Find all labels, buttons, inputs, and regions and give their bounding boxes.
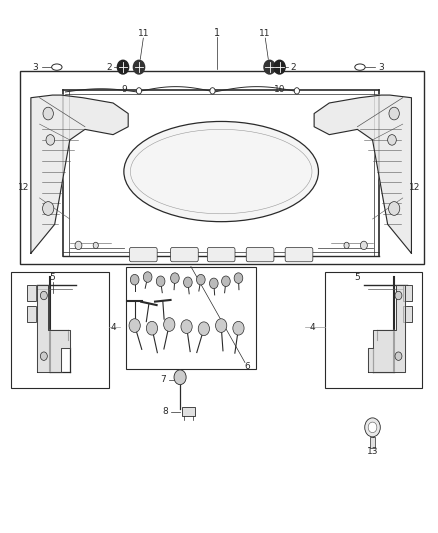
Text: 4: 4 <box>309 322 315 332</box>
Circle shape <box>174 370 186 385</box>
Circle shape <box>294 88 300 94</box>
Bar <box>370 437 375 448</box>
Text: 6: 6 <box>244 362 250 371</box>
Polygon shape <box>314 95 411 253</box>
Circle shape <box>395 292 402 300</box>
Text: 3: 3 <box>32 62 38 71</box>
Circle shape <box>222 276 230 287</box>
Circle shape <box>197 274 205 285</box>
Circle shape <box>274 60 285 74</box>
Circle shape <box>388 135 396 145</box>
Polygon shape <box>37 285 70 372</box>
Circle shape <box>146 321 158 335</box>
Text: 11: 11 <box>259 29 270 38</box>
Text: 5: 5 <box>49 272 55 281</box>
Circle shape <box>389 107 399 120</box>
FancyBboxPatch shape <box>170 247 198 262</box>
FancyBboxPatch shape <box>130 247 157 262</box>
Text: 2: 2 <box>290 62 296 71</box>
Bar <box>27 285 36 301</box>
Bar <box>11 272 109 388</box>
Bar <box>403 285 412 301</box>
Text: 2: 2 <box>106 62 112 71</box>
Circle shape <box>134 60 145 74</box>
Bar <box>126 266 256 369</box>
Circle shape <box>181 320 192 334</box>
Circle shape <box>42 201 54 215</box>
Circle shape <box>209 278 218 289</box>
Bar <box>27 306 36 322</box>
Circle shape <box>234 273 243 284</box>
Text: 12: 12 <box>18 183 29 192</box>
Circle shape <box>131 274 139 285</box>
Circle shape <box>233 321 244 335</box>
Circle shape <box>40 292 47 300</box>
Text: 9: 9 <box>121 85 127 94</box>
Text: 10: 10 <box>274 85 285 94</box>
Polygon shape <box>31 95 128 253</box>
Circle shape <box>129 319 140 333</box>
Circle shape <box>344 242 349 248</box>
FancyBboxPatch shape <box>246 247 274 262</box>
Text: 5: 5 <box>354 272 360 281</box>
Circle shape <box>43 107 53 120</box>
Bar <box>20 71 424 264</box>
Ellipse shape <box>355 64 365 70</box>
FancyBboxPatch shape <box>285 247 313 262</box>
Ellipse shape <box>124 122 318 222</box>
Circle shape <box>264 60 275 74</box>
Text: 13: 13 <box>367 447 378 456</box>
Circle shape <box>164 318 175 332</box>
Circle shape <box>170 273 179 284</box>
Text: 4: 4 <box>110 322 116 332</box>
Circle shape <box>368 422 377 433</box>
Circle shape <box>210 88 215 94</box>
Circle shape <box>389 201 400 215</box>
Text: 3: 3 <box>378 62 384 71</box>
Bar <box>325 272 422 388</box>
Text: 1: 1 <box>214 28 220 38</box>
Circle shape <box>40 352 47 360</box>
Circle shape <box>365 418 380 437</box>
Text: 11: 11 <box>138 29 149 38</box>
Circle shape <box>93 242 99 248</box>
Bar <box>403 306 412 322</box>
FancyBboxPatch shape <box>207 247 235 262</box>
Circle shape <box>198 322 209 336</box>
Ellipse shape <box>52 64 62 70</box>
Text: 12: 12 <box>409 183 420 192</box>
Circle shape <box>156 276 165 287</box>
Circle shape <box>184 277 192 288</box>
Circle shape <box>143 272 152 282</box>
Circle shape <box>360 241 367 249</box>
Circle shape <box>215 319 227 333</box>
Circle shape <box>46 135 55 145</box>
Text: 7: 7 <box>160 375 166 384</box>
Circle shape <box>117 60 129 74</box>
Text: 8: 8 <box>162 407 168 416</box>
Circle shape <box>395 352 402 360</box>
Circle shape <box>75 241 82 249</box>
Circle shape <box>136 88 141 94</box>
Bar <box>182 407 195 416</box>
Polygon shape <box>368 285 405 372</box>
